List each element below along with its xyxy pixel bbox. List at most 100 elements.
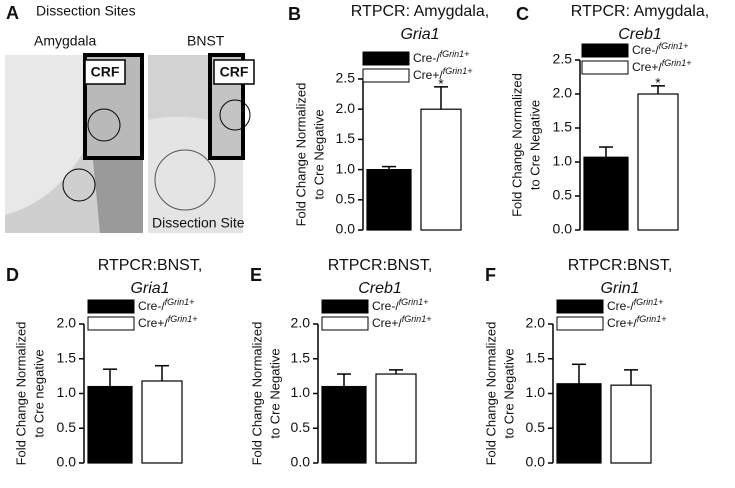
- y-tick-label: 0.0: [57, 454, 77, 470]
- bar: [583, 156, 629, 231]
- y-axis-label: Fold Change Normalized: [509, 73, 524, 217]
- bar: [420, 108, 462, 231]
- label-box: [213, 59, 255, 85]
- y-tick-label: 1.0: [291, 384, 311, 400]
- chart-subtitle: Creb1: [618, 26, 662, 43]
- panel-letter: B: [288, 4, 301, 24]
- site-circle: [154, 149, 216, 211]
- bar: [637, 93, 679, 231]
- y-tick-label: 0.0: [526, 454, 546, 470]
- bar: [366, 169, 412, 231]
- chart-title: RTPCR: Amygdala,: [571, 3, 709, 20]
- y-tick-label: 1.5: [553, 119, 573, 135]
- inset-label: CRF: [91, 64, 120, 80]
- legend-label: Cre-/fGrin1+: [372, 297, 428, 313]
- significance: *: [438, 76, 444, 92]
- chart-subtitle: Creb1: [358, 280, 402, 297]
- panel: F RTPCR:BNST, Grin1 Fold Change Normalized t…: [483, 257, 672, 469]
- image-label: BNST: [187, 33, 225, 49]
- bar: [141, 380, 183, 464]
- panel-title: Dissection Sites: [36, 3, 136, 19]
- y-tick-label: 0.5: [526, 419, 546, 435]
- legend-label: Cre-/fGrin1+: [138, 297, 194, 313]
- y-axis-label: Fold Change Normalized: [13, 322, 28, 466]
- legend-swatch: [556, 316, 604, 331]
- y-axis-label: to Cre Negative: [527, 100, 542, 190]
- legend-swatch: [362, 68, 410, 83]
- legend-label: Cre-/fGrin1+: [632, 41, 688, 57]
- panel-letter: F: [485, 265, 496, 285]
- y-tick-label: 0.0: [336, 221, 356, 237]
- y-tick-label: 0.5: [336, 191, 356, 207]
- y-tick-label: 1.5: [526, 349, 546, 365]
- chart-title: RTPCR:BNST,: [328, 257, 433, 274]
- inset-label: CRF: [220, 64, 249, 80]
- inset-box: [208, 53, 245, 160]
- chart-title: RTPCR:BNST,: [98, 257, 203, 274]
- y-tick-label: 1.5: [336, 130, 356, 146]
- y-tick-label: 0.5: [553, 187, 573, 203]
- y-tick-label: 1.0: [526, 384, 546, 400]
- panel: E RTPCR:BNST, Creb1 Fold Change Normalized t…: [249, 257, 432, 469]
- panel-letter: E: [250, 265, 262, 285]
- chart-title: RTPCR:BNST,: [568, 257, 673, 274]
- site-circle: [87, 108, 121, 142]
- legend-label: Cre+/fGrin1+: [607, 314, 666, 330]
- legend-swatch: [87, 316, 135, 331]
- chart-title: RTPCR: Amygdala,: [351, 3, 489, 20]
- site-circle: [219, 99, 251, 131]
- y-tick-label: 2.5: [553, 51, 573, 67]
- panel-letter: A: [6, 3, 19, 23]
- panel-letter: D: [6, 265, 19, 285]
- y-tick-label: 1.0: [336, 160, 356, 176]
- chart-subtitle: Gria1: [400, 26, 439, 43]
- panel: B RTPCR: Amygdala, Gria1 Fold Change Normal…: [288, 3, 489, 236]
- panel: D RTPCR:BNST, Gria1 Fold Change Normalized t…: [6, 257, 202, 469]
- legend-swatch: [321, 299, 369, 314]
- panel-a: A Dissection Sites Amygdala BNST CRF CRF…: [5, 3, 255, 233]
- legend-swatch: [556, 299, 604, 314]
- bar: [321, 385, 367, 464]
- legend-swatch: [581, 60, 629, 75]
- legend-swatch: [321, 316, 369, 331]
- bar: [375, 373, 417, 464]
- bar: [556, 383, 602, 464]
- y-tick-label: 1.0: [553, 153, 573, 169]
- legend-label: Cre-/fGrin1+: [413, 49, 469, 65]
- label-box: [84, 59, 126, 85]
- y-axis-label: Fold Change Normalized: [293, 83, 308, 227]
- legend-swatch: [362, 51, 410, 66]
- y-tick-label: 2.5: [336, 70, 356, 86]
- legend-label: Cre+/fGrin1+: [372, 314, 431, 330]
- y-axis-label: Fold Change Normalized: [249, 322, 264, 466]
- y-tick-label: 0.0: [553, 221, 573, 237]
- y-axis-label: to Cre Negative: [267, 348, 282, 438]
- y-tick-label: 2.0: [57, 315, 77, 331]
- chart-subtitle: Grin1: [600, 280, 639, 297]
- legend-label: Cre+/fGrin1+: [632, 58, 691, 74]
- y-axis-label: to Cre Negative: [311, 109, 326, 199]
- site-circle: [62, 168, 96, 202]
- y-tick-label: 1.5: [291, 349, 311, 365]
- y-axis-label: Fold Change Normalized: [483, 322, 498, 466]
- y-tick-label: 2.0: [526, 315, 546, 331]
- y-axis-label: to Cre Negative: [501, 348, 516, 438]
- legend-label: Cre+/fGrin1+: [413, 66, 472, 82]
- panel: C RTPCR: Amygdala, Creb1 Fold Change Normal…: [509, 3, 709, 236]
- y-tick-label: 2.0: [291, 315, 311, 331]
- bar: [87, 385, 133, 464]
- legend-label: Cre+/fGrin1+: [138, 314, 197, 330]
- y-tick-label: 0.5: [291, 419, 311, 435]
- image-label: Amygdala: [34, 33, 96, 49]
- tissue: [5, 55, 90, 215]
- inset-box: [83, 53, 144, 160]
- legend-swatch: [581, 43, 629, 58]
- legend-swatch: [87, 299, 135, 314]
- y-tick-label: 1.5: [57, 349, 77, 365]
- significance: *: [655, 75, 661, 91]
- panel-letter: C: [516, 4, 529, 24]
- y-tick-label: 1.0: [57, 384, 77, 400]
- bar: [610, 384, 652, 464]
- y-tick-label: 0.5: [57, 419, 77, 435]
